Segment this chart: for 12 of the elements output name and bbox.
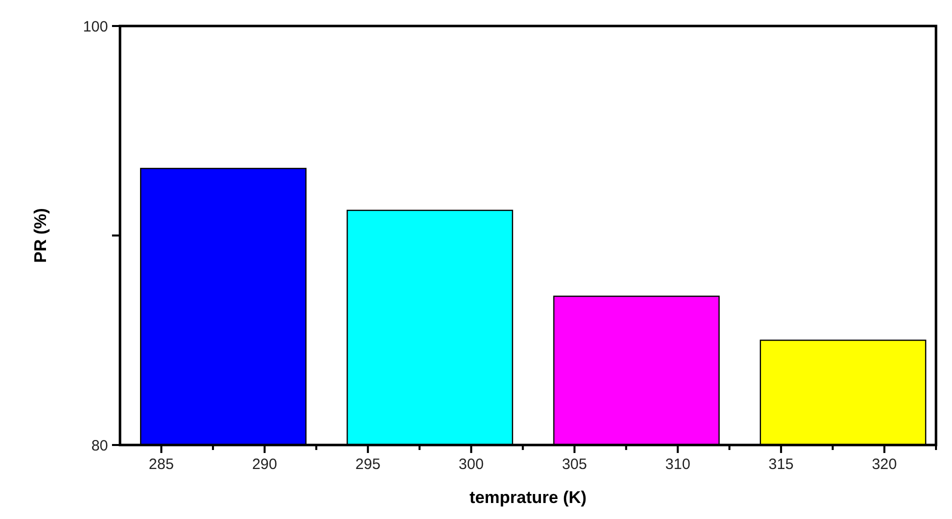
- x-tick-label: 310: [665, 456, 690, 473]
- x-tick-label: 315: [768, 456, 794, 473]
- x-tick-label: 285: [148, 456, 174, 473]
- y-axis-title: PR (%): [31, 208, 50, 263]
- x-tick-label: 300: [458, 456, 484, 473]
- x-tick-label: 290: [252, 456, 278, 473]
- x-tick-label: 320: [872, 456, 897, 473]
- x-tick-label: 305: [562, 456, 587, 473]
- y-tick-label: 100: [82, 18, 108, 36]
- x-tick-label: 295: [355, 456, 380, 473]
- y-tick-label: 80: [91, 437, 108, 454]
- x-axis-title: temprature (K): [469, 488, 587, 507]
